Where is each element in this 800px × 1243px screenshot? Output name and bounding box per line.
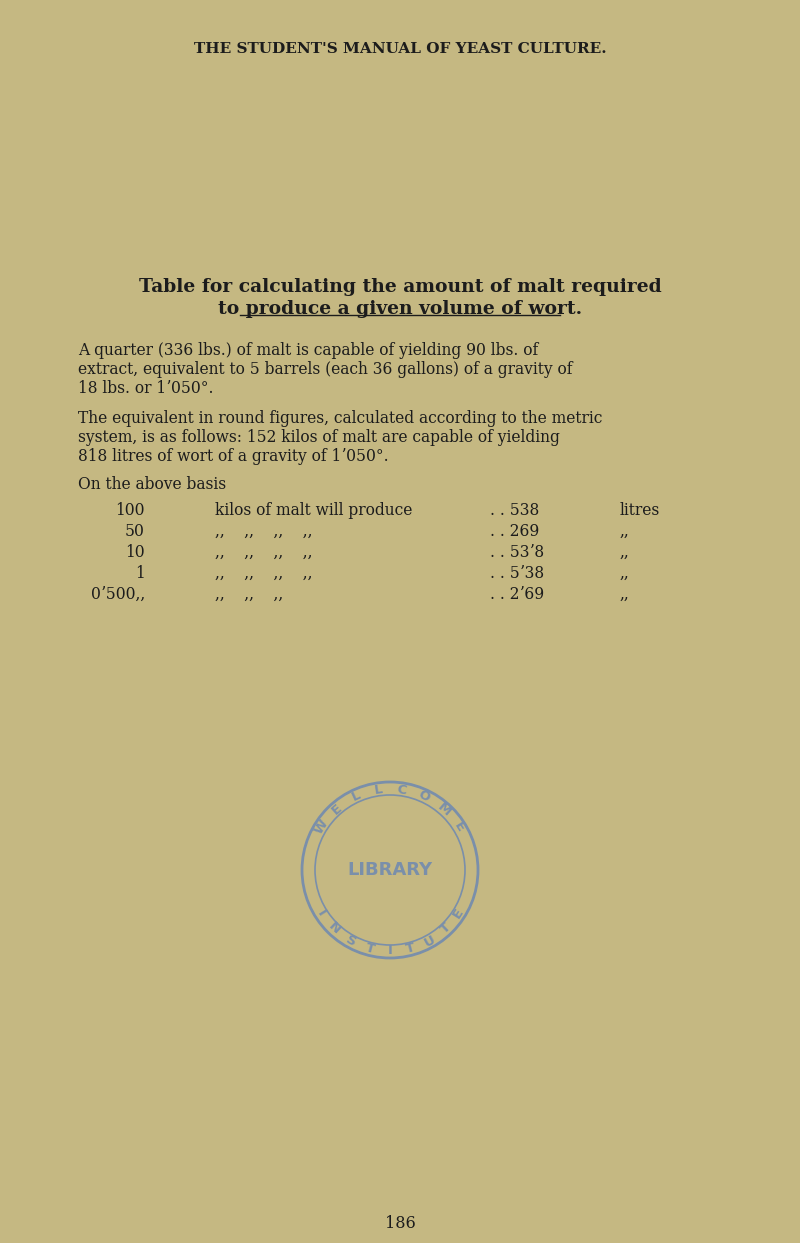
Text: 0ʼ500,,: 0ʼ500,, — [90, 585, 145, 603]
Text: C: C — [396, 783, 407, 797]
Text: ,,    ,,    ,,    ,,: ,, ,, ,, ,, — [215, 544, 313, 561]
Text: L: L — [350, 789, 362, 804]
Text: 100: 100 — [115, 502, 145, 520]
Text: ,,    ,,    ,,: ,, ,, ,, — [215, 585, 283, 603]
Text: E: E — [450, 906, 466, 920]
Text: . . 5ʼ38: . . 5ʼ38 — [490, 566, 544, 582]
Text: system, is as follows: 152 kilos of malt are capable of yielding: system, is as follows: 152 kilos of malt… — [78, 429, 560, 446]
Text: O: O — [416, 788, 432, 804]
Text: L: L — [373, 783, 383, 797]
Text: I: I — [387, 945, 393, 957]
Text: On the above basis: On the above basis — [78, 476, 226, 493]
Text: . . 2ʼ69: . . 2ʼ69 — [490, 585, 544, 603]
Text: I: I — [314, 907, 328, 919]
Text: 50: 50 — [125, 523, 145, 539]
Text: THE STUDENT'S MANUAL OF YEAST CULTURE.: THE STUDENT'S MANUAL OF YEAST CULTURE. — [194, 42, 606, 56]
Text: 18 lbs. or 1ʼ050°.: 18 lbs. or 1ʼ050°. — [78, 380, 214, 397]
Text: 818 litres of wort of a gravity of 1ʼ050°.: 818 litres of wort of a gravity of 1ʼ050… — [78, 447, 389, 465]
Text: T: T — [404, 941, 416, 956]
Text: ,,: ,, — [620, 585, 630, 603]
Text: litres: litres — [620, 502, 660, 520]
Text: T: T — [364, 941, 376, 956]
Text: A quarter (336 lbs.) of malt is capable of yielding 90 lbs. of: A quarter (336 lbs.) of malt is capable … — [78, 342, 538, 359]
Text: ,,    ,,    ,,    ,,: ,, ,, ,, ,, — [215, 566, 313, 582]
Text: N: N — [326, 920, 342, 937]
Text: M: M — [434, 800, 453, 819]
Text: extract, equivalent to 5 barrels (each 36 gallons) of a gravity of: extract, equivalent to 5 barrels (each 3… — [78, 360, 573, 378]
Text: 1: 1 — [135, 566, 145, 582]
Text: W: W — [312, 818, 330, 837]
Text: ,,: ,, — [620, 523, 630, 539]
Text: . . 538: . . 538 — [490, 502, 539, 520]
Text: . . 53ʼ8: . . 53ʼ8 — [490, 544, 544, 561]
Text: E: E — [450, 820, 466, 834]
Text: ,,    ,,    ,,    ,,: ,, ,, ,, ,, — [215, 523, 313, 539]
Text: The equivalent in round figures, calculated according to the metric: The equivalent in round figures, calcula… — [78, 410, 602, 428]
Text: to produce a given volume of wort.: to produce a given volume of wort. — [218, 300, 582, 318]
Text: 10: 10 — [126, 544, 145, 561]
Text: kilos of malt will produce: kilos of malt will produce — [215, 502, 412, 520]
Text: U: U — [422, 932, 437, 950]
Text: Table for calculating the amount of malt required: Table for calculating the amount of malt… — [138, 278, 662, 296]
Text: LIBRARY: LIBRARY — [347, 861, 433, 879]
Text: S: S — [343, 932, 358, 948]
Text: 186: 186 — [385, 1214, 415, 1232]
Text: ,,: ,, — [620, 544, 630, 561]
Text: E: E — [329, 802, 344, 817]
Text: . . 269: . . 269 — [490, 523, 539, 539]
Text: T: T — [438, 921, 454, 937]
Text: ,,: ,, — [620, 566, 630, 582]
